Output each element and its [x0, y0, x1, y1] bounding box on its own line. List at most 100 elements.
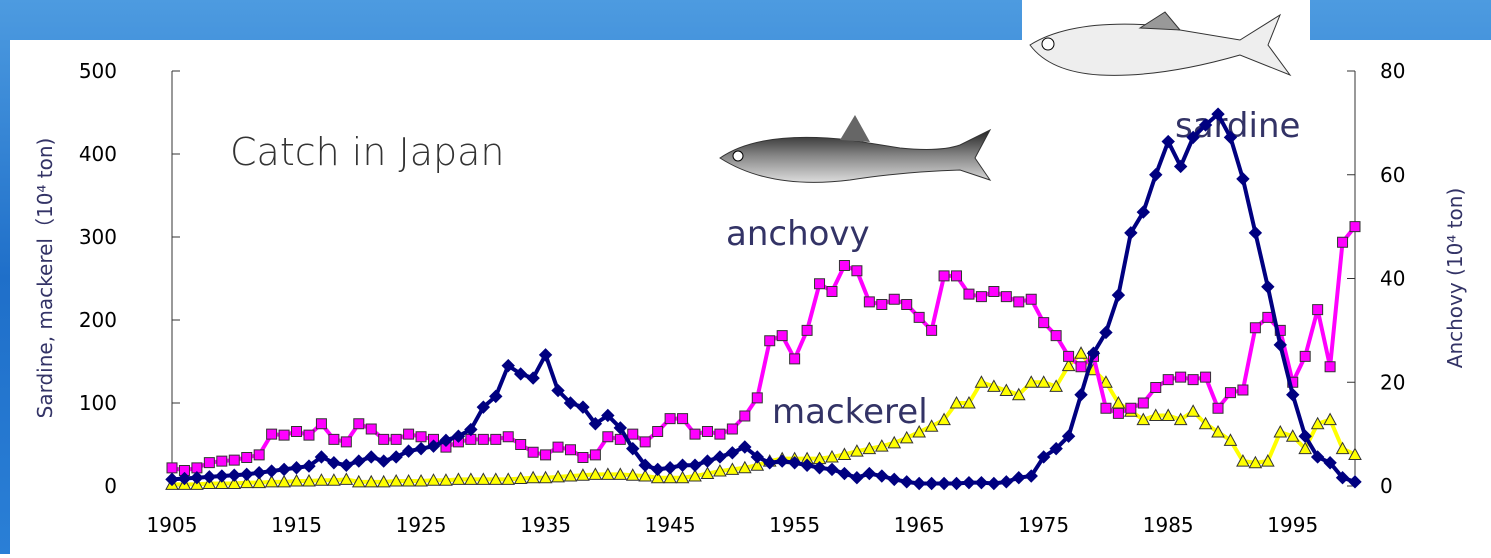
point — [540, 449, 552, 461]
point — [625, 468, 640, 481]
point — [1212, 402, 1224, 414]
point — [949, 395, 964, 409]
point — [403, 428, 415, 440]
point — [1186, 130, 1200, 145]
point — [278, 429, 290, 441]
point — [901, 298, 913, 310]
point — [1049, 441, 1063, 456]
point — [862, 441, 877, 455]
point — [888, 293, 900, 305]
point — [241, 451, 253, 463]
point — [801, 324, 813, 336]
point — [713, 450, 727, 464]
point — [1312, 304, 1324, 316]
point — [1173, 412, 1188, 426]
point — [974, 375, 989, 388]
point — [937, 412, 951, 426]
point — [652, 426, 664, 438]
point — [177, 471, 192, 486]
point — [688, 468, 702, 482]
point — [166, 462, 178, 474]
point — [1161, 408, 1176, 421]
y-tick-label: 200 — [79, 308, 117, 332]
point — [688, 458, 702, 472]
point — [502, 431, 514, 443]
point — [1248, 226, 1263, 240]
point — [451, 472, 466, 485]
point — [1036, 450, 1051, 464]
point — [538, 348, 553, 362]
point — [1100, 402, 1112, 414]
point — [364, 474, 379, 488]
point — [576, 468, 590, 481]
point — [963, 288, 975, 300]
point — [1074, 346, 1088, 359]
point — [178, 464, 190, 476]
x-tick-label: 1925 — [396, 513, 447, 537]
y2-tick-label: 60 — [1380, 163, 1405, 187]
point — [689, 428, 701, 440]
point — [739, 410, 751, 422]
point — [1223, 130, 1238, 145]
point — [203, 457, 215, 469]
point — [951, 270, 963, 282]
point — [826, 285, 838, 297]
y-tick-label: 400 — [79, 142, 117, 166]
point — [701, 426, 713, 438]
point — [837, 466, 852, 481]
point — [751, 392, 763, 404]
x-tick-label: 1915 — [271, 513, 322, 537]
point — [987, 379, 1001, 392]
point — [1237, 384, 1249, 396]
x-tick-label: 1945 — [645, 513, 696, 537]
point — [1124, 226, 1138, 240]
point — [1335, 441, 1350, 455]
point — [490, 433, 502, 445]
point — [851, 265, 863, 277]
point — [887, 472, 901, 487]
point — [1150, 381, 1162, 393]
point — [1061, 429, 1076, 443]
y2-tick-label: 80 — [1380, 59, 1405, 83]
point — [937, 476, 951, 491]
point — [1024, 375, 1039, 388]
point — [675, 458, 690, 472]
point — [1186, 404, 1200, 417]
point — [277, 462, 291, 477]
point — [1011, 387, 1026, 401]
point — [1173, 159, 1188, 174]
point — [738, 440, 752, 454]
point — [563, 396, 578, 410]
point — [253, 449, 265, 461]
point — [1063, 350, 1075, 362]
annotation: mackerel — [772, 392, 928, 432]
point — [700, 466, 715, 480]
point — [650, 470, 665, 484]
point — [352, 454, 366, 468]
point — [464, 472, 478, 485]
point — [1161, 134, 1175, 149]
point — [1236, 172, 1250, 186]
point — [1074, 387, 1088, 402]
point — [1236, 454, 1250, 467]
point — [264, 464, 279, 478]
anchovy-image — [719, 115, 992, 183]
point — [277, 474, 291, 488]
point — [1049, 379, 1063, 392]
point — [700, 454, 715, 468]
point — [538, 470, 553, 484]
point — [515, 439, 527, 450]
point — [1310, 450, 1325, 464]
point — [202, 470, 217, 484]
point — [501, 358, 515, 373]
y-axis-title: Sardine, mackerel（10⁴ ton) — [33, 138, 57, 419]
point — [1262, 311, 1274, 323]
point — [812, 461, 827, 475]
point — [415, 431, 427, 443]
point — [227, 468, 241, 482]
point — [1099, 375, 1113, 388]
x-tick-label: 1965 — [894, 513, 945, 537]
point — [401, 444, 416, 458]
point — [837, 447, 852, 460]
point — [962, 395, 976, 409]
